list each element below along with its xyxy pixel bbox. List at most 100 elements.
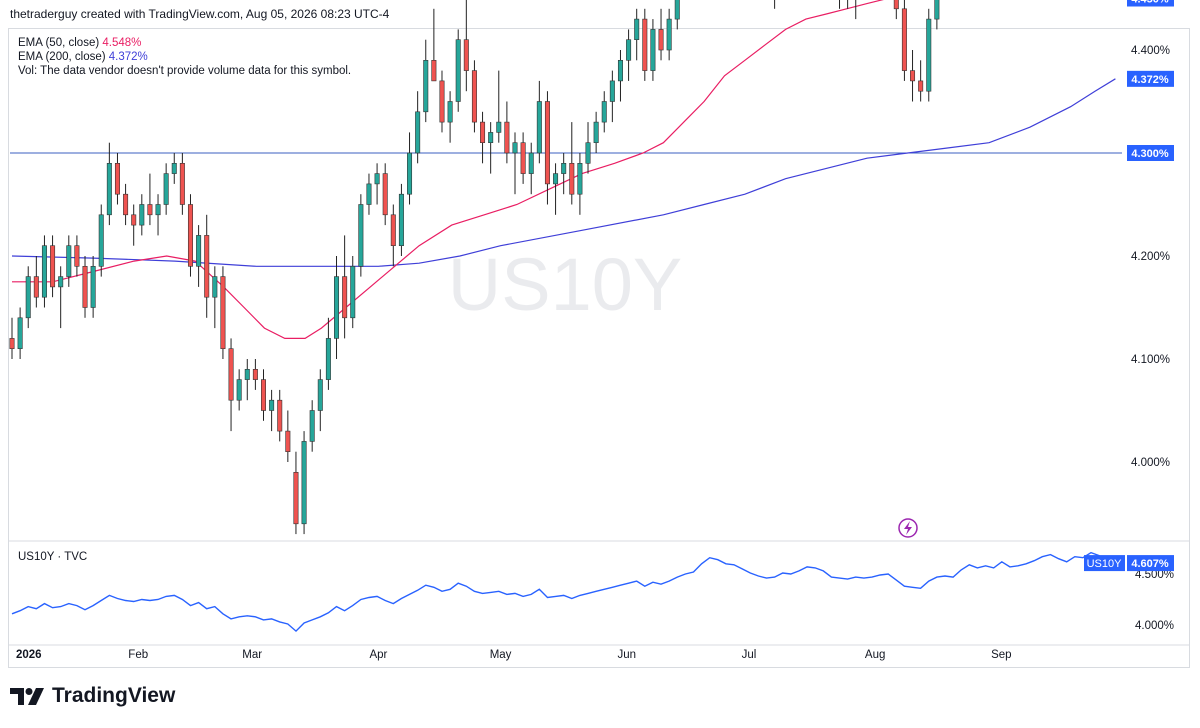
candle[interactable] xyxy=(439,70,445,133)
candle[interactable] xyxy=(9,317,15,359)
candle[interactable] xyxy=(366,173,372,215)
candle[interactable] xyxy=(423,39,429,123)
candle[interactable] xyxy=(90,256,96,318)
candle[interactable] xyxy=(553,163,559,215)
candle[interactable] xyxy=(398,183,404,256)
candle[interactable] xyxy=(220,266,226,359)
candle[interactable] xyxy=(293,451,299,535)
candle[interactable] xyxy=(139,194,145,236)
candle[interactable] xyxy=(163,163,169,215)
candle[interactable] xyxy=(317,369,323,432)
candle[interactable] xyxy=(593,111,599,153)
candle[interactable] xyxy=(309,400,315,452)
candle[interactable] xyxy=(114,153,120,205)
candle[interactable] xyxy=(212,266,218,329)
candle[interactable] xyxy=(374,163,380,205)
candle[interactable] xyxy=(334,256,340,359)
candle[interactable] xyxy=(244,359,250,401)
candle[interactable] xyxy=(325,317,331,390)
candle[interactable] xyxy=(228,338,234,432)
candle[interactable] xyxy=(901,0,907,81)
candle[interactable] xyxy=(155,194,161,236)
candle[interactable] xyxy=(187,194,193,277)
candle[interactable] xyxy=(585,122,591,174)
ema200-legend[interactable]: EMA (200, close) 4.372% xyxy=(18,50,351,64)
candle[interactable] xyxy=(561,153,567,195)
candle[interactable] xyxy=(480,111,486,164)
candle[interactable] xyxy=(601,91,607,133)
candle[interactable] xyxy=(609,70,615,123)
candle[interactable] xyxy=(277,389,283,442)
candle[interactable] xyxy=(74,235,80,277)
candle[interactable] xyxy=(772,0,776,9)
candle[interactable] xyxy=(496,70,502,143)
candle[interactable] xyxy=(17,307,23,360)
flash-icon[interactable] xyxy=(898,518,918,538)
candle[interactable] xyxy=(301,431,307,535)
lower-last-tag[interactable]: US10Y 4.607% xyxy=(1084,555,1174,572)
candle[interactable] xyxy=(179,153,185,215)
candle[interactable] xyxy=(342,235,348,339)
candle[interactable] xyxy=(147,173,153,226)
candle[interactable] xyxy=(350,256,356,329)
candle[interactable] xyxy=(407,132,413,205)
candle[interactable] xyxy=(893,0,899,20)
candle[interactable] xyxy=(854,0,858,20)
candle[interactable] xyxy=(415,91,421,164)
candle[interactable] xyxy=(390,204,396,267)
candle[interactable] xyxy=(520,132,526,184)
candle[interactable] xyxy=(98,204,104,277)
candle[interactable] xyxy=(837,0,841,9)
candle[interactable] xyxy=(171,153,177,184)
candle[interactable] xyxy=(544,91,550,205)
candle[interactable] xyxy=(269,389,275,432)
candle[interactable] xyxy=(634,8,640,61)
candle[interactable] xyxy=(431,8,437,82)
candle[interactable] xyxy=(455,29,461,112)
candle[interactable] xyxy=(617,50,623,102)
candle[interactable] xyxy=(285,410,291,463)
candle[interactable] xyxy=(41,235,47,308)
candle[interactable] xyxy=(666,8,672,61)
candle[interactable] xyxy=(106,142,112,226)
candle[interactable] xyxy=(918,60,924,102)
candle[interactable] xyxy=(33,256,39,308)
candle[interactable] xyxy=(58,266,64,329)
candle[interactable] xyxy=(488,122,494,174)
candle[interactable] xyxy=(536,80,542,164)
candle[interactable] xyxy=(642,8,648,81)
candle[interactable] xyxy=(910,50,916,102)
candle[interactable] xyxy=(626,29,632,81)
candle[interactable] xyxy=(528,142,534,195)
candle[interactable] xyxy=(131,204,137,246)
candle[interactable] xyxy=(236,369,242,411)
candle[interactable] xyxy=(463,0,469,92)
candle[interactable] xyxy=(934,0,940,30)
candle[interactable] xyxy=(204,214,210,318)
candle[interactable] xyxy=(25,266,31,329)
tradingview-logo[interactable]: TradingView xyxy=(10,684,175,708)
candle[interactable] xyxy=(66,235,72,287)
price-tag[interactable]: 4.372% xyxy=(1127,70,1174,87)
candle[interactable] xyxy=(512,132,518,195)
candle[interactable] xyxy=(504,101,510,164)
candle[interactable] xyxy=(123,183,129,226)
candle[interactable] xyxy=(382,163,388,226)
candle[interactable] xyxy=(82,256,88,318)
candle[interactable] xyxy=(252,359,258,390)
candle[interactable] xyxy=(845,0,849,9)
candle[interactable] xyxy=(447,91,453,143)
ema50-legend[interactable]: EMA (50, close) 4.548% xyxy=(18,36,351,50)
candle[interactable] xyxy=(261,369,267,421)
candle[interactable] xyxy=(926,8,932,102)
candle[interactable] xyxy=(577,153,583,215)
candle[interactable] xyxy=(471,60,477,133)
candle[interactable] xyxy=(650,19,656,81)
candle[interactable] xyxy=(358,194,364,277)
candle[interactable] xyxy=(658,8,664,61)
candle[interactable] xyxy=(569,122,575,205)
candle[interactable] xyxy=(196,225,202,287)
candle[interactable] xyxy=(674,0,680,30)
price-tag[interactable]: 4.300% xyxy=(1127,145,1174,161)
